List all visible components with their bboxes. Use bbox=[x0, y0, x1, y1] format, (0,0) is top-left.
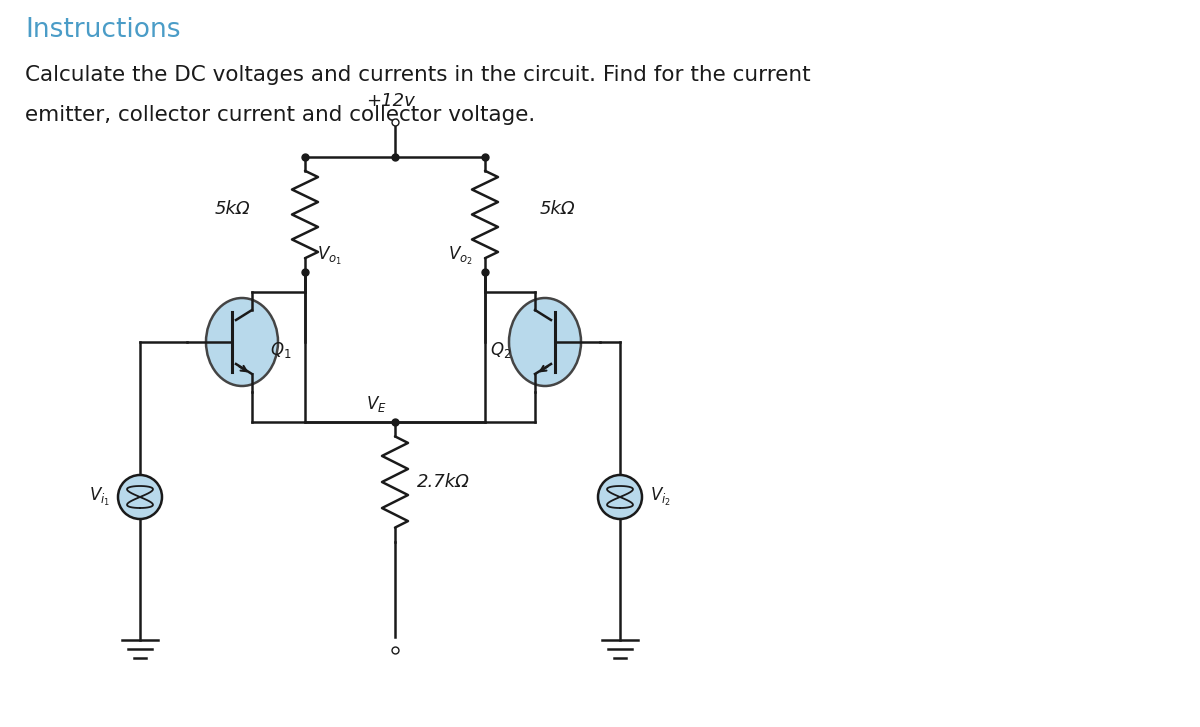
Text: Calculate the DC voltages and currents in the circuit. Find for the current: Calculate the DC voltages and currents i… bbox=[25, 65, 811, 85]
Circle shape bbox=[118, 475, 162, 519]
Text: Instructions: Instructions bbox=[25, 17, 180, 43]
Text: $V_{o_1}$: $V_{o_1}$ bbox=[317, 245, 342, 267]
Text: $V_{i_2}$: $V_{i_2}$ bbox=[650, 486, 671, 508]
Ellipse shape bbox=[206, 298, 278, 386]
Text: 5kΩ: 5kΩ bbox=[215, 201, 250, 219]
Text: $Q_1$: $Q_1$ bbox=[270, 340, 292, 360]
Text: $Q_2$: $Q_2$ bbox=[490, 340, 511, 360]
Text: 2.7kΩ: 2.7kΩ bbox=[418, 473, 470, 491]
Text: $V_{i_1}$: $V_{i_1}$ bbox=[89, 486, 110, 508]
Text: +12v: +12v bbox=[366, 92, 414, 110]
Circle shape bbox=[598, 475, 642, 519]
Text: $V_{o_2}$: $V_{o_2}$ bbox=[449, 245, 473, 267]
Ellipse shape bbox=[509, 298, 581, 386]
Text: $V_E$: $V_E$ bbox=[366, 394, 386, 414]
Text: 5kΩ: 5kΩ bbox=[540, 201, 576, 219]
Text: emitter, collector current and collector voltage.: emitter, collector current and collector… bbox=[25, 105, 535, 125]
